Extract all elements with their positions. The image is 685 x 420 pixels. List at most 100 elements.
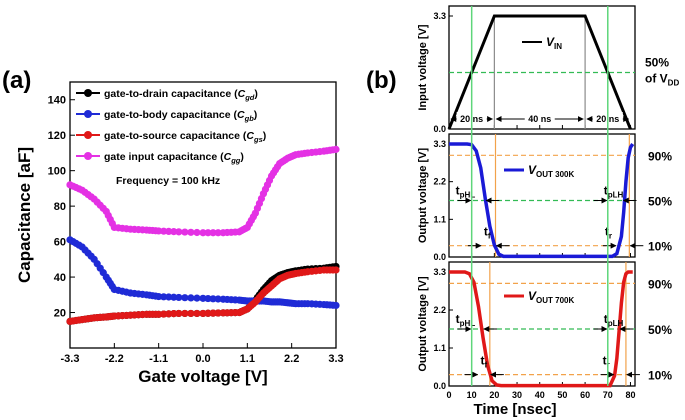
legend-symbol: C bbox=[238, 88, 246, 100]
legend-entry-gb: gate-to-body capacitance (Cgb) bbox=[104, 109, 257, 123]
vout-sub: OUT 700K bbox=[536, 296, 574, 305]
data-point-gb bbox=[332, 301, 340, 310]
tplh-label-sub: pLH bbox=[608, 191, 624, 200]
y-tick-label: 140 bbox=[48, 95, 66, 107]
subplot-output-300k: 0.0 1.1 2.2 3.3 Output voltage [V] 90% 50% 10% V… bbox=[417, 133, 672, 262]
data-point-gb bbox=[204, 294, 212, 303]
plot-b-xlabel: Time [nsec] bbox=[473, 401, 556, 418]
legend-entry-gs: gate-to-source capacitance (Cgs) bbox=[104, 130, 266, 144]
data-point-gs bbox=[209, 309, 217, 317]
data-point-gs bbox=[214, 309, 222, 317]
data-point-gg bbox=[165, 227, 173, 236]
y-tick-label: 120 bbox=[48, 130, 66, 142]
y-tick-label: 2.2 bbox=[433, 177, 446, 187]
data-point-gb bbox=[170, 293, 178, 301]
legend-subscript: gd bbox=[244, 93, 255, 102]
tf-label: tf bbox=[480, 354, 487, 370]
y-tick-label: 1.1 bbox=[433, 343, 446, 353]
data-point-gg bbox=[187, 228, 195, 236]
subplot-ylabel: Output voltage [V] bbox=[417, 148, 429, 244]
legend-symbol: C bbox=[237, 109, 245, 121]
x-tick-label: -2.2 bbox=[105, 353, 124, 365]
legend-name: gate input capacitance ( bbox=[104, 151, 224, 163]
plot-a-xlabel: Gate voltage [V] bbox=[138, 367, 267, 386]
tr-label: tr bbox=[605, 225, 612, 241]
tr-label-sub: r bbox=[609, 232, 612, 241]
data-point-gg bbox=[170, 228, 178, 236]
data-point-gs bbox=[187, 309, 195, 318]
data-point-gg bbox=[193, 228, 201, 237]
vout-trace bbox=[449, 270, 633, 388]
data-point-gg bbox=[204, 229, 212, 237]
x-tick-label: 70 bbox=[603, 390, 613, 400]
data-point-gb bbox=[187, 294, 195, 302]
midline-label-vdd-main: of V bbox=[645, 72, 668, 86]
y-tick-label: 0.0 bbox=[433, 252, 446, 262]
x-tick-label: 50 bbox=[557, 390, 567, 400]
tf-label-sub: f bbox=[484, 361, 487, 370]
vout-trace bbox=[449, 142, 635, 259]
vin-main: V bbox=[546, 35, 555, 49]
legend-name: gate-to-drain capacitance ( bbox=[104, 88, 238, 100]
y-tick-label: 3.3 bbox=[433, 267, 446, 277]
vout-main: V bbox=[528, 289, 537, 303]
tf-label-main: t bbox=[484, 225, 488, 239]
midline-label-vdd: of VDD bbox=[645, 72, 679, 88]
tr-label-main: t bbox=[603, 354, 607, 368]
series-gs bbox=[66, 266, 340, 325]
subplot-ylabel: Input voltage [V] bbox=[417, 24, 429, 111]
legend-close: ) bbox=[263, 130, 267, 142]
frequency-annotation: Frequency = 100 kHz bbox=[116, 175, 220, 187]
tr-label: tr bbox=[603, 354, 610, 370]
data-point-gs bbox=[332, 266, 340, 274]
x-tick-label: 80 bbox=[625, 390, 635, 400]
data-point-gb bbox=[199, 294, 207, 302]
x-tick-label: 2.2 bbox=[284, 353, 299, 365]
legend-name: gate-to-source capacitance ( bbox=[104, 130, 247, 142]
subplot-ylabel: Output voltage [V] bbox=[417, 276, 429, 372]
x-tick-label: 0.0 bbox=[195, 353, 210, 365]
tphl-label-sub: pHL bbox=[460, 319, 476, 328]
x-tick-label: 10 bbox=[467, 390, 477, 400]
y-tick-label: 1.1 bbox=[433, 214, 446, 224]
x-tick-label: -1.1 bbox=[149, 353, 168, 365]
y-tick-label: 60 bbox=[54, 237, 66, 249]
level-label-50: 50% bbox=[648, 323, 672, 337]
plot-a-ticks: -3.3 -2.2 -1.1 0.0 1.1 2.2 3.3 20 40 60 80 100 120 14… bbox=[48, 95, 344, 365]
level-label-10: 10% bbox=[648, 240, 672, 254]
data-point-gs bbox=[160, 310, 168, 318]
plot-b-xticks: 0 10 20 30 40 50 60 70 80 bbox=[446, 390, 635, 400]
legend-close: ) bbox=[254, 88, 258, 100]
vin-legend-text: VIN bbox=[546, 35, 562, 51]
span-label-high: 40 ns bbox=[528, 114, 551, 124]
data-point-gg bbox=[155, 227, 163, 235]
legend-name: gate-to-body capacitance ( bbox=[104, 109, 238, 121]
data-point-gg bbox=[214, 229, 222, 237]
data-point-gs bbox=[181, 309, 189, 318]
midline-label-pct: 50% bbox=[645, 56, 669, 70]
data-point-gb bbox=[209, 295, 217, 303]
legend-close: ) bbox=[254, 109, 258, 121]
tplh-label-sub: pLH bbox=[608, 319, 624, 328]
data-point-gs bbox=[204, 309, 212, 317]
legend-marker-gd bbox=[84, 89, 92, 97]
midline-label-vdd-sub: DD bbox=[668, 79, 680, 88]
data-point-gg bbox=[175, 228, 183, 236]
y-tick-label: 20 bbox=[54, 308, 66, 320]
data-point-gs bbox=[155, 310, 163, 318]
legend-subscript: gb bbox=[244, 114, 255, 123]
x-tick-label: 30 bbox=[512, 390, 522, 400]
series-gg bbox=[66, 145, 340, 237]
data-point-gs bbox=[170, 310, 178, 318]
legend-symbol: C bbox=[246, 130, 254, 142]
data-point-gs bbox=[193, 309, 201, 318]
tf-label-sub: f bbox=[488, 232, 491, 241]
data-point-gg bbox=[181, 228, 189, 236]
x-tick-label: 60 bbox=[580, 390, 590, 400]
level-label-90: 90% bbox=[648, 277, 672, 291]
x-tick-label: 40 bbox=[535, 390, 545, 400]
tplh-label: tpLH bbox=[604, 184, 624, 200]
